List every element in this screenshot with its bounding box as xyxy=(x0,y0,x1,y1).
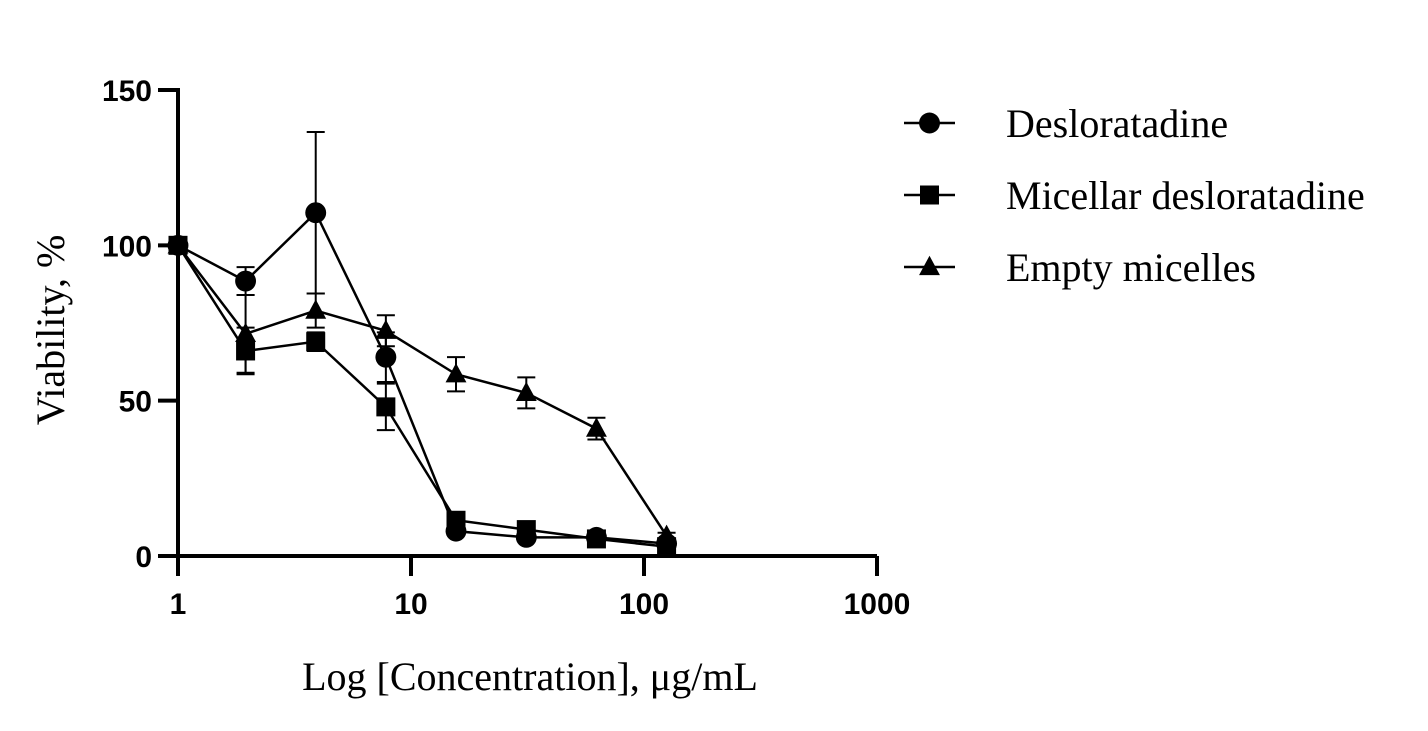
legend-label: Desloratadine xyxy=(1006,101,1228,146)
series-triangle xyxy=(167,234,678,544)
x-tick-label: 100 xyxy=(619,588,669,621)
legend-label: Micellar desloratadine xyxy=(1006,173,1365,218)
series-line xyxy=(176,244,667,548)
legend: Desloratadine Micellar desloratadine Empty… xyxy=(904,101,1365,290)
data-point xyxy=(656,524,678,544)
data-point xyxy=(585,417,607,437)
legend-label: Empty micelles xyxy=(1006,245,1256,290)
data-point xyxy=(167,234,189,254)
legend-marker xyxy=(919,112,940,134)
legend-marker xyxy=(920,185,939,205)
data-point xyxy=(446,510,466,530)
y-tick-label: 0 xyxy=(135,541,152,574)
data-point xyxy=(375,319,397,339)
x-tick-label: 1000 xyxy=(844,588,911,621)
data-point xyxy=(305,299,327,319)
legend-item: Micellar desloratadine xyxy=(904,173,1365,218)
x-tick-label: 1 xyxy=(170,588,187,621)
x-axis-title: Log [Concentration], μg/mL xyxy=(302,654,758,699)
y-tick-label: 50 xyxy=(119,386,152,419)
legend-item: Empty micelles xyxy=(904,245,1256,290)
data-point xyxy=(376,397,396,417)
data-point xyxy=(306,332,326,352)
data-point xyxy=(235,270,257,292)
x-tick-label: 10 xyxy=(394,588,427,621)
data-point xyxy=(375,346,397,368)
y-tick-label: 150 xyxy=(102,75,152,108)
data-point xyxy=(586,529,606,549)
axes: 0 50 100 150 1 10 100 1000 xyxy=(102,75,910,621)
y-tick-label: 100 xyxy=(102,230,152,263)
data-point xyxy=(305,202,327,224)
y-axis-title: Viability, % xyxy=(28,235,73,426)
series-line xyxy=(177,210,667,545)
legend-item: Desloratadine xyxy=(904,101,1228,146)
series-line xyxy=(177,244,668,537)
data-point xyxy=(516,520,536,540)
data-point xyxy=(235,322,257,342)
legend-marker xyxy=(919,255,940,276)
data-point xyxy=(515,381,537,402)
plot-area xyxy=(167,130,678,557)
data-point xyxy=(445,363,467,383)
